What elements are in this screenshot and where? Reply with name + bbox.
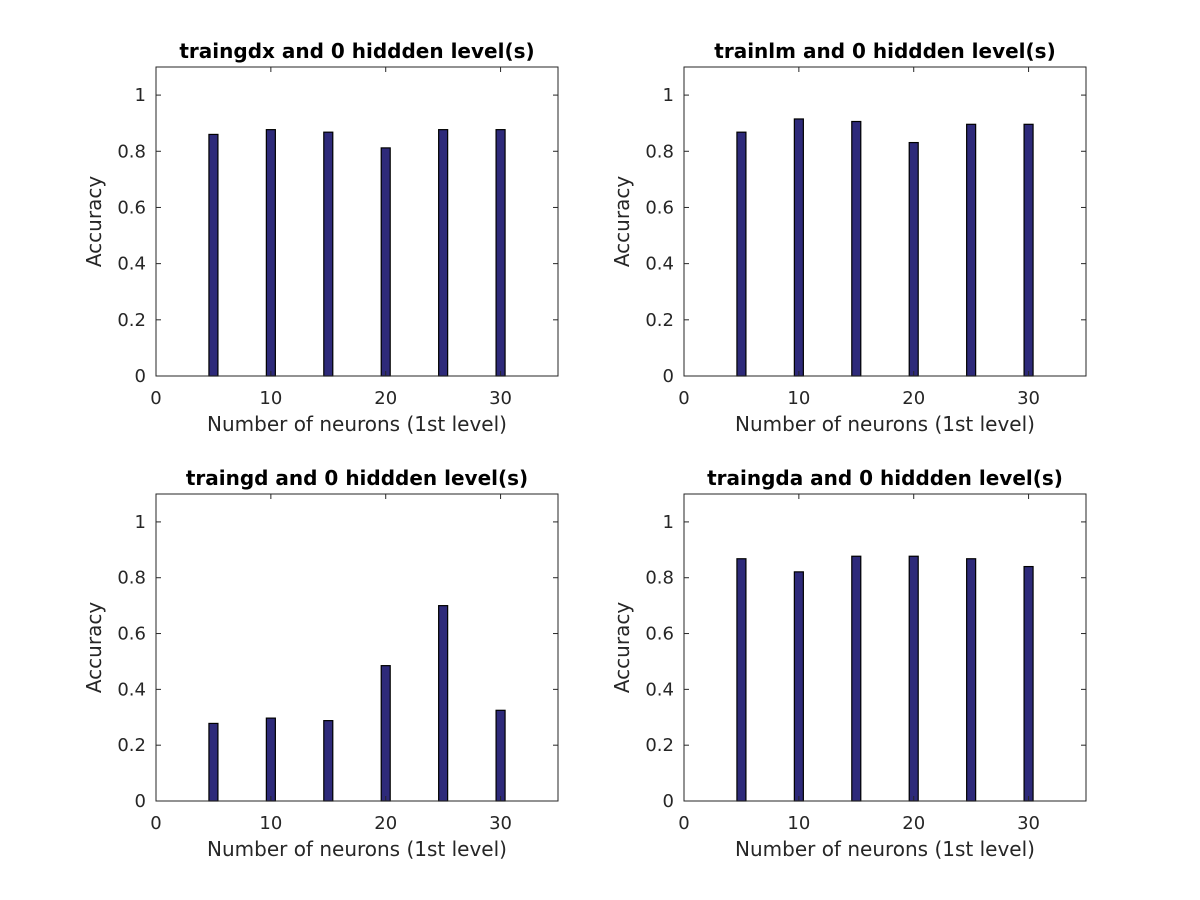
y-tick-label: 0.4 [645,254,674,275]
y-tick-label: 0.4 [645,679,674,700]
y-tick-label: 0.4 [117,254,146,275]
x-tick-label: 0 [150,813,161,834]
x-axis-label: Number of neurons (1st level) [735,412,1035,436]
x-tick-label: 30 [489,388,512,409]
x-tick-label: 0 [678,388,689,409]
y-axis-label: Accuracy [610,176,634,267]
y-tick-label: 0.8 [645,141,674,162]
x-tick-label: 10 [259,813,282,834]
bar-25 [966,558,977,802]
y-tick-label: 0.2 [645,310,674,331]
chart-title: trainlm and 0 hiddden level(s) [714,39,1055,63]
x-axis-label: Number of neurons (1st level) [207,837,507,861]
y-tick-label: 1 [135,85,146,106]
x-tick-label: 10 [787,813,810,834]
chart-panel-2: 0 10 20 30 0 0.2 0.4 0.6 0.8 1 trainlm and 0 hiddd… [610,39,1087,436]
y-tick-label: 0.6 [645,624,674,645]
y-tick-label: 0.8 [117,568,146,589]
bar-10 [793,571,804,802]
bar-25 [966,123,977,377]
y-tick-label: 0.2 [645,735,674,756]
x-axis-label: Number of neurons (1st level) [207,412,507,436]
y-tick-label: 0.2 [117,310,146,331]
bar-25 [438,129,449,377]
bar-5 [208,133,219,377]
chart-panel-1: 0 10 20 30 0 0.2 0.4 0.6 0.8 1 traingdx and 0 hidd… [82,39,559,436]
x-tick-label: 30 [1017,813,1040,834]
axes-box [155,66,559,377]
y-tick-label: 0 [135,366,146,387]
x-tick-label: 0 [678,813,689,834]
bar-20 [380,147,391,377]
bar-10 [265,717,276,802]
chart-title: traingdx and 0 hiddden level(s) [179,39,534,63]
x-tick-label: 0 [150,388,161,409]
bar-20 [380,665,391,802]
y-axis-label: Accuracy [610,602,634,693]
y-tick-label: 1 [135,512,146,533]
y-tick-label: 0.8 [117,141,146,162]
x-tick-label: 30 [489,813,512,834]
y-tick-label: 0 [135,791,146,812]
bar-15 [851,555,862,802]
bar-20 [908,141,919,377]
x-tick-label: 30 [1017,388,1040,409]
y-axis-label: Accuracy [82,602,106,693]
axes-box [683,493,1087,802]
x-tick-label: 20 [374,388,397,409]
bar-15 [323,131,334,377]
bar-10 [265,129,276,377]
chart-title: traingda and 0 hiddden level(s) [707,466,1063,490]
y-axis-label: Accuracy [82,176,106,267]
x-tick-label: 10 [259,388,282,409]
y-tick-label: 0.2 [117,735,146,756]
chart-panel-3: 0 10 20 30 0 0.2 0.4 0.6 0.8 1 traingd and 0 hiddd… [82,466,559,861]
x-tick-label: 20 [902,813,925,834]
y-tick-label: 0.6 [645,197,674,218]
bar-15 [323,720,334,802]
bar-5 [736,558,747,802]
axes-box [155,493,559,802]
bar-20 [908,555,919,802]
y-tick-label: 0.8 [645,568,674,589]
y-tick-label: 0.6 [117,624,146,645]
bar-30 [1023,565,1034,802]
x-tick-label: 20 [374,813,397,834]
axes-box [683,66,1087,377]
x-axis-label: Number of neurons (1st level) [735,837,1035,861]
chart-panel-4: 0 10 20 30 0 0.2 0.4 0.6 0.8 1 traingda and 0 hidd… [610,466,1087,861]
x-tick-label: 10 [787,388,810,409]
y-tick-label: 1 [663,512,674,533]
y-tick-label: 0.6 [117,197,146,218]
bar-25 [438,605,449,802]
bar-30 [495,709,506,802]
bar-30 [1023,123,1034,377]
bar-10 [793,118,804,377]
y-tick-label: 0 [663,366,674,387]
chart-title: traingd and 0 hiddden level(s) [186,466,528,490]
y-tick-label: 0 [663,791,674,812]
bar-15 [851,120,862,377]
y-tick-label: 0.4 [117,679,146,700]
x-tick-label: 20 [902,388,925,409]
bar-5 [736,131,747,377]
bar-30 [495,129,506,377]
y-tick-label: 1 [663,85,674,106]
bar-5 [208,722,219,802]
